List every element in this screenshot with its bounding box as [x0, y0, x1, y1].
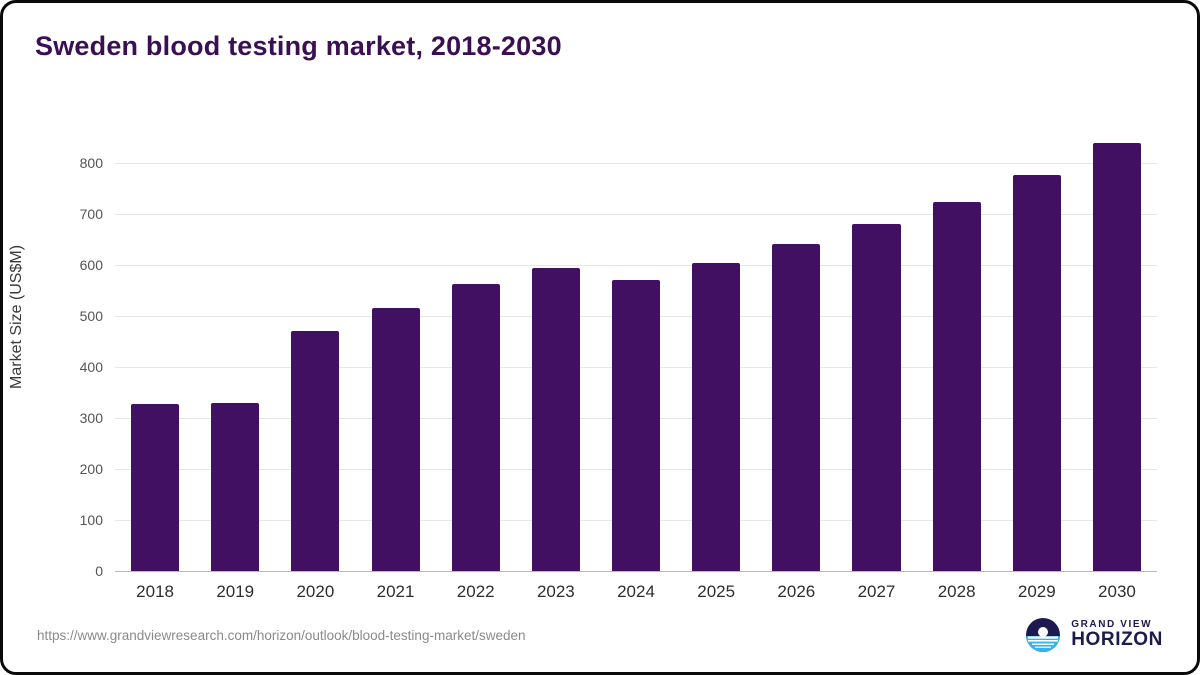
y-tick-label: 0 [95, 563, 103, 579]
bar-slot [195, 122, 275, 571]
gridline [115, 264, 1157, 266]
y-tick-label: 400 [79, 358, 103, 375]
horizon-logo-icon [1026, 618, 1061, 652]
logo-text: GRAND VIEW HORIZON [1071, 618, 1163, 651]
x-tick-label: 2027 [857, 582, 896, 601]
y-axis-label: Market Size (US$M) [8, 244, 25, 389]
bar-2018 [131, 403, 180, 571]
x-axis-labels: 2018 2019 2020 2021 2022 2023 2024 2025 2026 2027… [115, 582, 1157, 602]
x-tick-label: 2025 [697, 582, 736, 601]
logo-bottom-text: HORIZON [1071, 629, 1163, 651]
y-tick-label: 500 [79, 307, 103, 324]
source-url: https://www.grandviewresearch.com/horizo… [37, 627, 526, 643]
chart-region: Market Size (US$M) 0 100 200 300 400 500 600 70… [3, 122, 1197, 602]
x-tick-label: 2029 [1017, 582, 1056, 601]
y-tick-label: 100 [79, 511, 103, 528]
footer: https://www.grandviewresearch.com/horizo… [3, 608, 1197, 672]
bar-slot [676, 122, 756, 571]
bar-2019 [211, 402, 260, 571]
bar-slot [997, 122, 1077, 571]
bar-slot [596, 122, 676, 571]
bar-2027 [852, 224, 901, 571]
bar-2030 [1092, 143, 1141, 571]
y-tick-label: 200 [79, 460, 103, 477]
grand-view-horizon-logo: GRAND VIEW HORIZON [1024, 616, 1163, 654]
x-tick-label: 2024 [617, 582, 655, 601]
bar-2021 [371, 308, 420, 571]
bar-slot [516, 122, 596, 571]
bar-slot [436, 122, 516, 571]
x-tick-label: 2020 [296, 582, 335, 601]
x-tick-label: 2018 [136, 582, 174, 601]
bar-slot [756, 122, 836, 571]
y-tick-label: 300 [79, 409, 103, 426]
x-tick-label: 2026 [777, 582, 816, 601]
page-title: Sweden blood testing market, 2018-2030 [35, 31, 562, 61]
bar-2025 [692, 262, 741, 571]
bar-2028 [932, 201, 981, 571]
bar-slot [1077, 122, 1157, 571]
x-tick-label: 2023 [536, 582, 575, 601]
bar-2022 [451, 284, 500, 571]
bars-container [115, 122, 1157, 571]
x-tick-label: 2028 [937, 582, 976, 601]
plot-area: 0 100 200 300 400 500 600 700 800 [80, 122, 1157, 579]
x-tick-label: 2021 [376, 582, 415, 601]
bar-2020 [291, 331, 340, 571]
logo-top-text: GRAND VIEW [1071, 618, 1153, 630]
x-tick-label: 2019 [216, 582, 255, 601]
bar-2026 [772, 244, 821, 571]
bar-2029 [1012, 175, 1061, 571]
gridline [115, 162, 1157, 164]
y-tick-label: 700 [79, 205, 103, 222]
bar-slot [355, 122, 435, 571]
bar-slot [836, 122, 916, 571]
bar-2024 [611, 279, 661, 571]
gridline [115, 213, 1157, 215]
bar-2023 [531, 268, 580, 571]
bar-slot [275, 122, 355, 571]
bar-slot [115, 122, 195, 571]
y-tick-label: 600 [79, 256, 103, 273]
bar-slot [917, 122, 997, 571]
y-tick-label: 800 [79, 154, 103, 171]
x-tick-label: 2022 [456, 582, 495, 601]
x-tick-label: 2030 [1098, 582, 1136, 601]
